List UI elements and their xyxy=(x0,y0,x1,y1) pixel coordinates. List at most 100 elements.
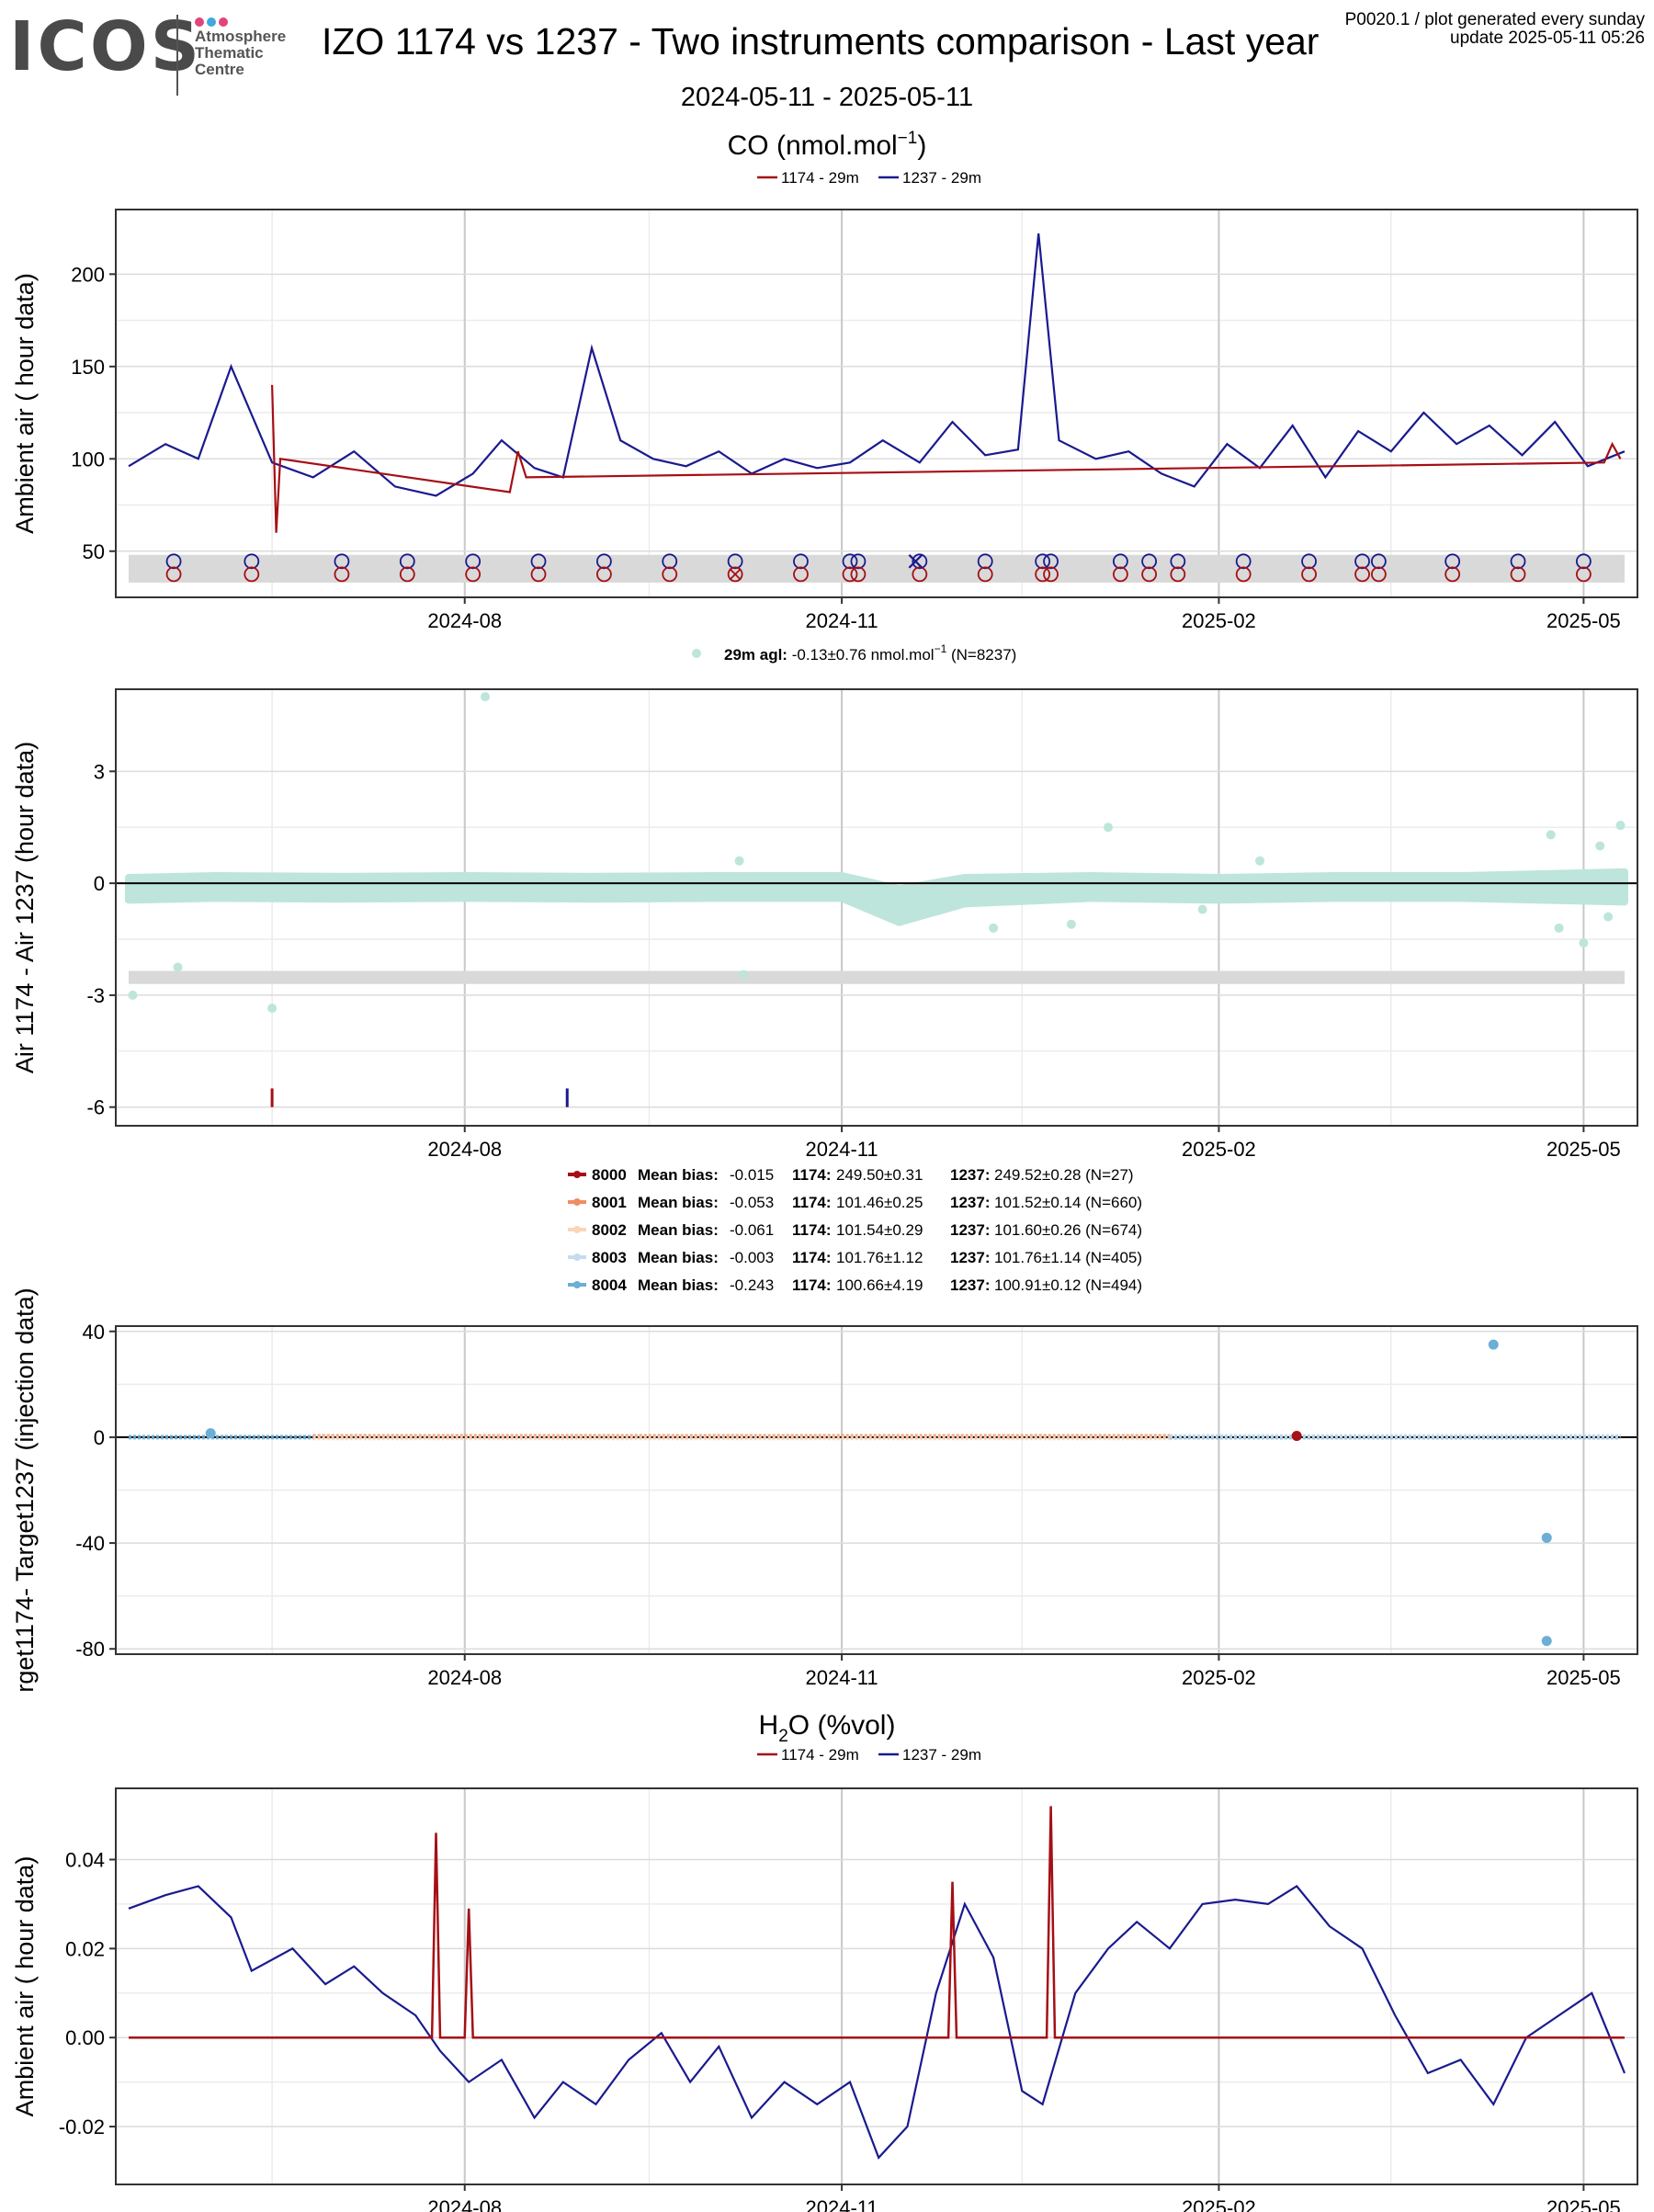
flag-marker-1237 xyxy=(1301,553,1317,570)
y-tick-label: 0 xyxy=(94,1426,105,1449)
flag-marker-1237 xyxy=(165,553,182,570)
y-tick-label: 0.00 xyxy=(65,2026,105,2049)
legend-1237-label: 1237: xyxy=(950,1194,990,1211)
legend-swatch-dot xyxy=(573,1171,581,1178)
flag-marker-1237 xyxy=(244,553,260,570)
flag-marker-1237 xyxy=(530,553,547,570)
chart-co-diff: 29m agl: -0.13±0.76 nmol.mol−1 (N=8237) 2… xyxy=(11,642,1638,1161)
x-tick-label: 2024-08 xyxy=(427,1138,502,1161)
x-tick-label: 2025-05 xyxy=(1546,609,1621,632)
flag-marker-1237 xyxy=(1170,553,1186,570)
x-tick-label: 2024-08 xyxy=(427,2196,502,2212)
legend-label: 1174 - 29m xyxy=(781,169,859,187)
logo-dots xyxy=(195,15,231,31)
plot-background xyxy=(116,210,1637,597)
chart-title: H2O (%vol) xyxy=(759,1710,896,1746)
legend-bias-label: Mean bias: xyxy=(638,1166,719,1184)
target-outlier xyxy=(1488,1339,1499,1350)
legend-swatch-dot xyxy=(573,1198,581,1206)
y-tick-label: 100 xyxy=(71,448,105,471)
flag-marker-1174 xyxy=(1354,566,1370,583)
y-tick-label: -3 xyxy=(86,984,105,1007)
diff-point xyxy=(734,856,744,866)
flag-marker-1237 xyxy=(977,553,993,570)
logo-sub-line: Centre xyxy=(195,61,244,78)
legend-1174-label: 1174: xyxy=(792,1221,832,1239)
legend-bias-value: -0.015 xyxy=(730,1166,774,1184)
target-outlier xyxy=(1541,1636,1552,1647)
legend-bias-value: -0.243 xyxy=(730,1276,774,1294)
flag-marker-1237 xyxy=(1354,553,1370,570)
logo-dot xyxy=(195,17,204,27)
legend-1237-label: 1237: xyxy=(950,1249,990,1266)
legend-1237-value: 100.91±0.12 (N=494) xyxy=(994,1276,1142,1294)
flag-marker-1174 xyxy=(1235,566,1252,583)
chart-h2o-ambient: H2O (%vol)1174 - 29m 1237 - 29m 2024-08 202… xyxy=(11,1710,1638,2212)
flag-marker-1174 xyxy=(912,566,928,583)
chart-title: CO (nmol.mol−1) xyxy=(728,129,927,161)
y-axis-label: Ambient air ( hour data) xyxy=(11,1856,39,2117)
legend-swatch-dot xyxy=(573,1226,581,1233)
logo-dot xyxy=(207,17,216,27)
legend-text: 29m agl: -0.13±0.76 nmol.mol−1 (N=8237) xyxy=(724,642,1016,664)
x-tick-label: 2024-08 xyxy=(427,609,502,632)
legend-1237-label: 1237: xyxy=(950,1276,990,1294)
flag-marker-1174 xyxy=(244,566,260,583)
legend-bias-label: Mean bias: xyxy=(638,1249,719,1266)
plot-border xyxy=(115,688,1638,1127)
flag-marker-1174 xyxy=(1510,566,1526,583)
flag-marker-1174 xyxy=(1444,566,1461,583)
y-axis-label: rget1174- Target1237 (injection data) xyxy=(11,1287,39,1692)
flag-marker-1174 xyxy=(399,566,415,583)
flag-marker-1237 xyxy=(1575,553,1592,570)
flag-marker-1174 xyxy=(165,566,182,583)
x-tick-label: 2025-02 xyxy=(1182,609,1256,632)
legend-bias-label: Mean bias: xyxy=(638,1194,719,1211)
diff-point xyxy=(1595,841,1605,851)
legend-1174-value: 101.54±0.29 xyxy=(836,1221,923,1239)
chart-co-target: 8000 Mean bias: -0.015 1174: 249.50±0.31 1237… xyxy=(11,1166,1638,1693)
flag-marker-1237 xyxy=(912,553,928,570)
diff-point xyxy=(267,1004,278,1014)
logo-dot xyxy=(219,17,228,27)
plot-border xyxy=(115,1787,1638,2185)
flag-marker-1174 xyxy=(850,566,867,583)
flag-cross-1237 xyxy=(908,554,923,569)
flag-marker-1237 xyxy=(662,553,678,570)
flag-marker-1237 xyxy=(1370,553,1387,570)
legend-bias-value: -0.061 xyxy=(730,1221,774,1239)
y-tick-label: -0.02 xyxy=(59,2116,105,2138)
diff-point xyxy=(1104,822,1114,833)
x-tick-label: 2024-08 xyxy=(427,1666,502,1689)
flag-band xyxy=(129,554,1625,583)
diff-point xyxy=(173,962,183,972)
legend-1174-label: 1174: xyxy=(792,1249,832,1266)
flag-marker-1237 xyxy=(842,553,858,570)
flag-marker-1174 xyxy=(1575,566,1592,583)
plot-id-text: P0020.1 / plot generated every sunday xyxy=(1344,10,1645,29)
legend-1174-label: 1174: xyxy=(792,1166,832,1184)
legend-tank: 8001 xyxy=(592,1194,627,1211)
x-tick-label: 2024-11 xyxy=(806,1138,878,1161)
legend-bias-value: -0.053 xyxy=(730,1194,774,1211)
target-outlier xyxy=(1541,1532,1552,1543)
legend-tank: 8000 xyxy=(592,1166,627,1184)
legend-1237-label: 1237: xyxy=(950,1221,990,1239)
chart-co-ambient: CO (nmol.mol−1) 1174 - 29m 1237 - 29m 2024-… xyxy=(11,129,1638,632)
legend-swatch-dot xyxy=(573,1253,581,1261)
diff-point xyxy=(1546,830,1556,840)
logo-sub-line: Thematic xyxy=(195,44,264,62)
series-line xyxy=(128,233,1626,497)
flag-marker-1237 xyxy=(727,553,743,570)
y-tick-label: -80 xyxy=(75,1638,105,1661)
flag-marker-1237 xyxy=(1112,553,1128,570)
legend-label: 1174 - 29m xyxy=(781,1746,859,1764)
legend-tank: 8002 xyxy=(592,1221,627,1239)
legend-point xyxy=(692,649,701,658)
legend-1237-value: 101.76±1.14 (N=405) xyxy=(994,1249,1142,1266)
plot-border xyxy=(115,1325,1638,1655)
flag-marker-1174 xyxy=(1035,566,1051,583)
series-line xyxy=(128,1885,1626,2160)
logo-subtitle: Atmosphere Thematic Centre xyxy=(195,28,286,78)
flag-marker-1174 xyxy=(1112,566,1128,583)
